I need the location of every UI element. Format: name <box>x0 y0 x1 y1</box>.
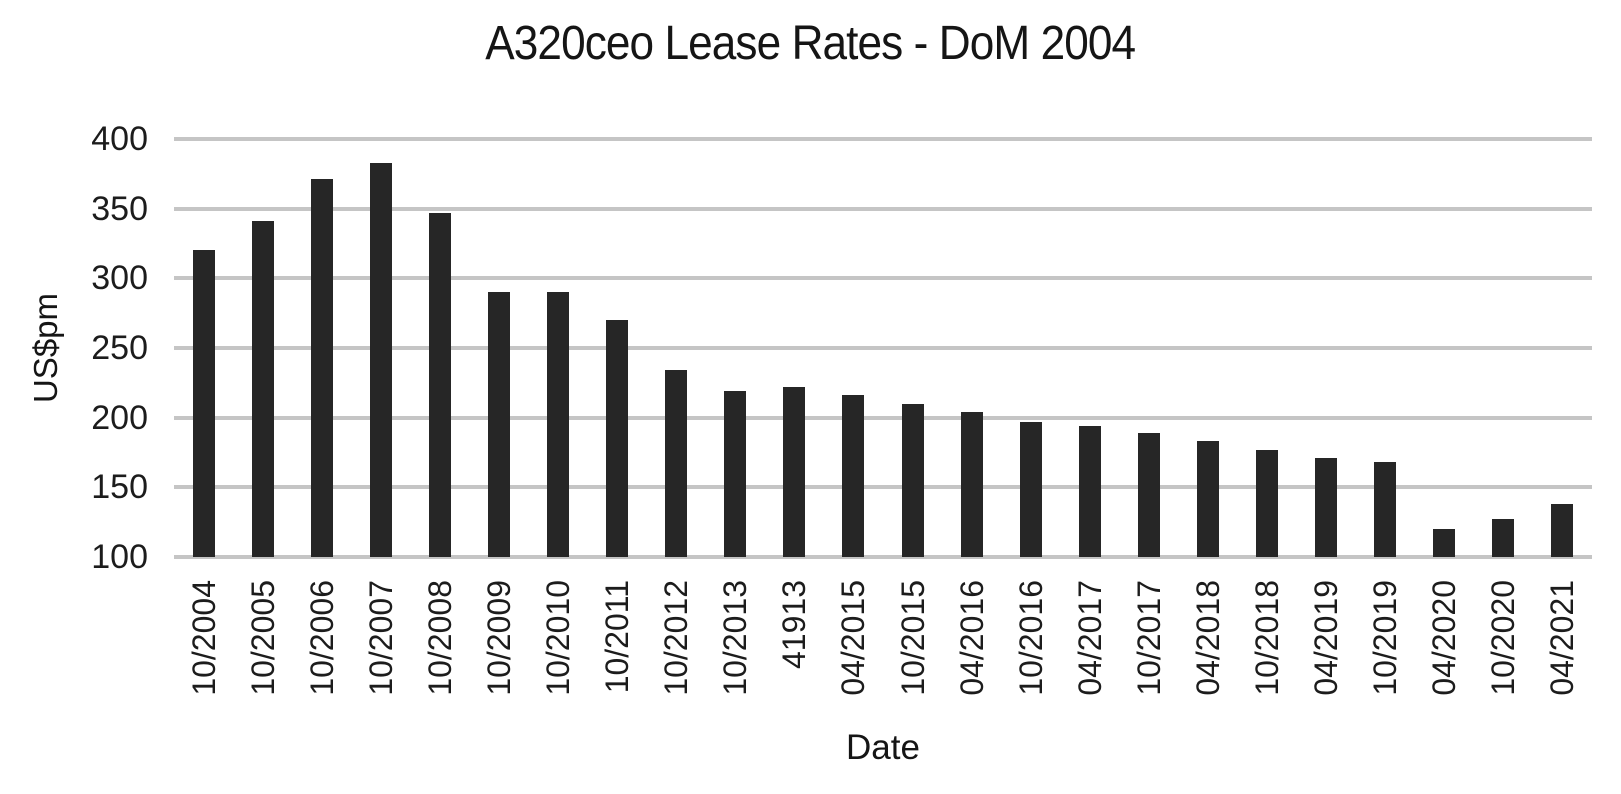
bar <box>783 387 806 557</box>
bar <box>1078 426 1101 557</box>
bar <box>310 179 333 557</box>
y-tick-label: 250 <box>91 329 148 367</box>
gridline <box>174 276 1592 281</box>
x-tick-label: 04/2019 <box>1308 580 1345 696</box>
bar <box>1196 441 1219 557</box>
bar <box>1551 504 1574 557</box>
y-tick-label: 200 <box>91 398 148 437</box>
x-tick-label: 04/2015 <box>835 580 872 696</box>
x-tick-label: 10/2015 <box>894 580 931 696</box>
bar <box>842 395 865 557</box>
x-tick-label: 10/2013 <box>717 580 754 696</box>
x-tick-label: 04/2017 <box>1071 580 1108 696</box>
y-tick-label: 350 <box>91 189 148 228</box>
x-tick-label: 10/2016 <box>1012 580 1049 696</box>
bar <box>1019 421 1042 557</box>
x-tick-label: 04/2021 <box>1544 580 1581 696</box>
x-tick-label: 10/2012 <box>658 580 695 696</box>
bar <box>960 412 983 557</box>
bar <box>1492 519 1515 557</box>
x-tick-label: 10/2017 <box>1130 580 1167 696</box>
x-tick-label: 10/2005 <box>244 580 281 696</box>
x-axis-title: Date <box>846 728 920 767</box>
gridline <box>174 137 1592 141</box>
bar <box>547 292 570 557</box>
bar <box>251 221 274 557</box>
gridline <box>174 485 1592 490</box>
gridline <box>174 346 1592 350</box>
x-tick-label: 10/2006 <box>303 580 340 696</box>
y-tick-label: 100 <box>91 538 148 576</box>
x-tick-label: 04/2020 <box>1426 580 1463 696</box>
bar <box>1137 432 1160 557</box>
chart-title: A320ceo Lease Rates - DoM 2004 <box>0 16 1621 72</box>
bar <box>428 212 451 557</box>
x-tick-label: 10/2007 <box>362 580 399 696</box>
x-tick-label: 10/2011 <box>599 580 636 694</box>
x-tick-label: 10/2009 <box>480 580 517 696</box>
x-tick-label: 10/2010 <box>540 580 577 696</box>
bar <box>369 162 392 557</box>
x-tick-label: 04/2018 <box>1189 580 1226 696</box>
bar <box>1256 449 1279 557</box>
bar <box>901 403 924 557</box>
bar <box>606 320 629 557</box>
bar <box>724 391 747 557</box>
bar <box>1374 462 1397 557</box>
x-tick-label: 10/2020 <box>1485 580 1522 696</box>
gridline <box>174 555 1592 559</box>
x-tick-label: 04/2016 <box>953 580 990 696</box>
x-tick-label: 10/2008 <box>421 580 458 696</box>
bar <box>665 370 688 557</box>
bar <box>487 292 510 557</box>
x-tick-label: 10/2019 <box>1367 580 1404 696</box>
gridline <box>174 206 1592 211</box>
gridline <box>174 415 1592 420</box>
y-tick-label: 150 <box>91 468 148 507</box>
x-tick-label: 10/2004 <box>185 580 222 696</box>
y-tick-label: 400 <box>91 120 148 158</box>
chart-title-text: A320ceo Lease Rates - DoM 2004 <box>485 17 1137 70</box>
bar <box>192 250 215 557</box>
bar <box>1315 458 1338 557</box>
x-tick-label: 10/2018 <box>1249 580 1286 696</box>
y-tick-label: 300 <box>91 259 148 298</box>
x-tick-label: 41913 <box>776 580 813 669</box>
bar <box>1433 529 1456 557</box>
